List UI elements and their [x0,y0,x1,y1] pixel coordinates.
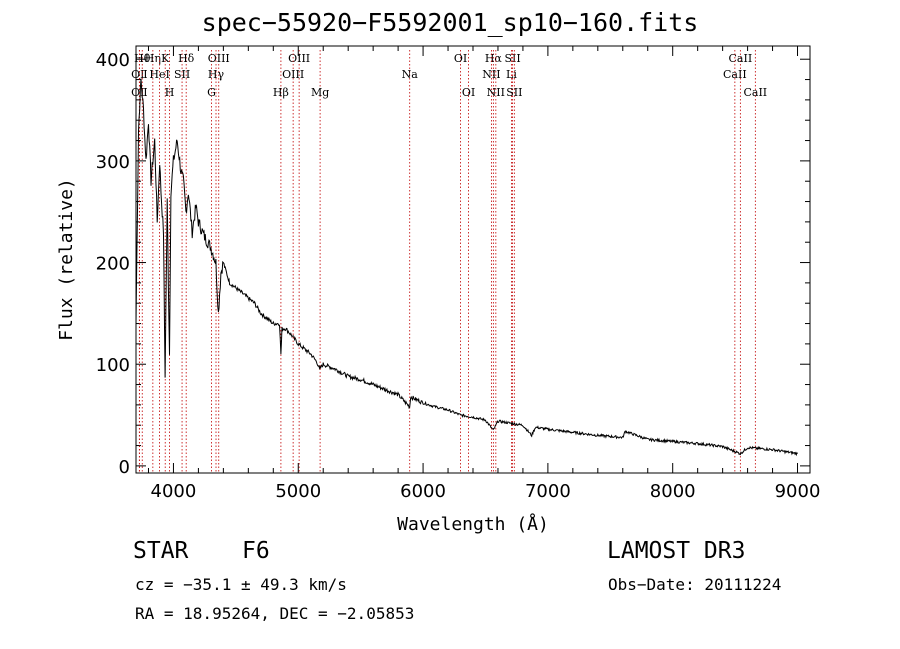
spectrum-trace [135,78,798,457]
x-axis-label: Wavelength (Å) [397,513,549,535]
line-marker-label: SІІ [506,86,522,99]
line-marker-label: OІІІ [208,52,230,65]
line-marker-label: Li [506,68,517,81]
x-tick-label: 6000 [400,481,446,502]
line-marker-label: Hδ [178,52,195,65]
line-marker-label: SІІ [504,52,520,65]
y-axis-label: Flux (relative) [56,178,77,341]
line-marker-label: Hη [145,52,161,65]
line-marker-label: H [165,86,175,99]
x-tick-label: 8000 [650,481,696,502]
line-marker-label: Hβ [273,86,289,99]
line-marker-label: OІ [462,86,475,99]
line-marker-label: OІ [454,52,467,65]
x-tick-label: 5000 [275,481,321,502]
line-marker-label: Mg [311,86,329,99]
line-marker-label: CaІІ [723,68,747,81]
x-tick-label: 4000 [151,481,197,502]
line-marker-label: HeІ [149,68,169,81]
observation-date: Obs−Date: 20111224 [608,575,782,594]
survey-name: LAMOST DR3 [607,538,746,564]
line-marker-label: CaІІ [729,52,753,65]
redshift-cz: cz = −35.1 ± 49.3 km/s [135,575,347,594]
line-marker-label: OІІІ [288,52,310,65]
line-marker-label: OІІІ [282,68,304,81]
y-tick-label: 200 [96,254,130,275]
line-marker-label: Hθ [134,52,151,65]
chart-title: spec−55920−F5592001_sp10−160.fits [201,8,699,37]
plot-frame [135,45,811,474]
line-marker-label: OⅡ [131,68,148,81]
line-marker-label: CaІІ [743,86,767,99]
y-tick-label: 300 [96,152,130,173]
y-tick-label: 400 [96,50,130,71]
x-tick-label: 7000 [525,481,571,502]
object-class: STAR [133,538,189,564]
line-marker-label: Hα [485,52,503,65]
ra-dec: RA = 18.95264, DEC = −2.05853 [135,604,415,623]
x-tick-label: 9000 [775,481,821,502]
line-marker-label: SІІ [174,68,190,81]
line-marker-label: Na [402,68,419,81]
line-marker-label: K [161,52,170,65]
line-marker-label: NІІ [487,86,505,99]
line-marker-label: NІІ [482,68,500,81]
y-tick-label: 100 [96,355,130,376]
spectral-subclass: F6 [242,538,270,564]
y-tick-label: 0 [119,457,130,478]
line-marker-label: G [207,86,216,99]
line-marker-label: Hγ [208,68,225,81]
